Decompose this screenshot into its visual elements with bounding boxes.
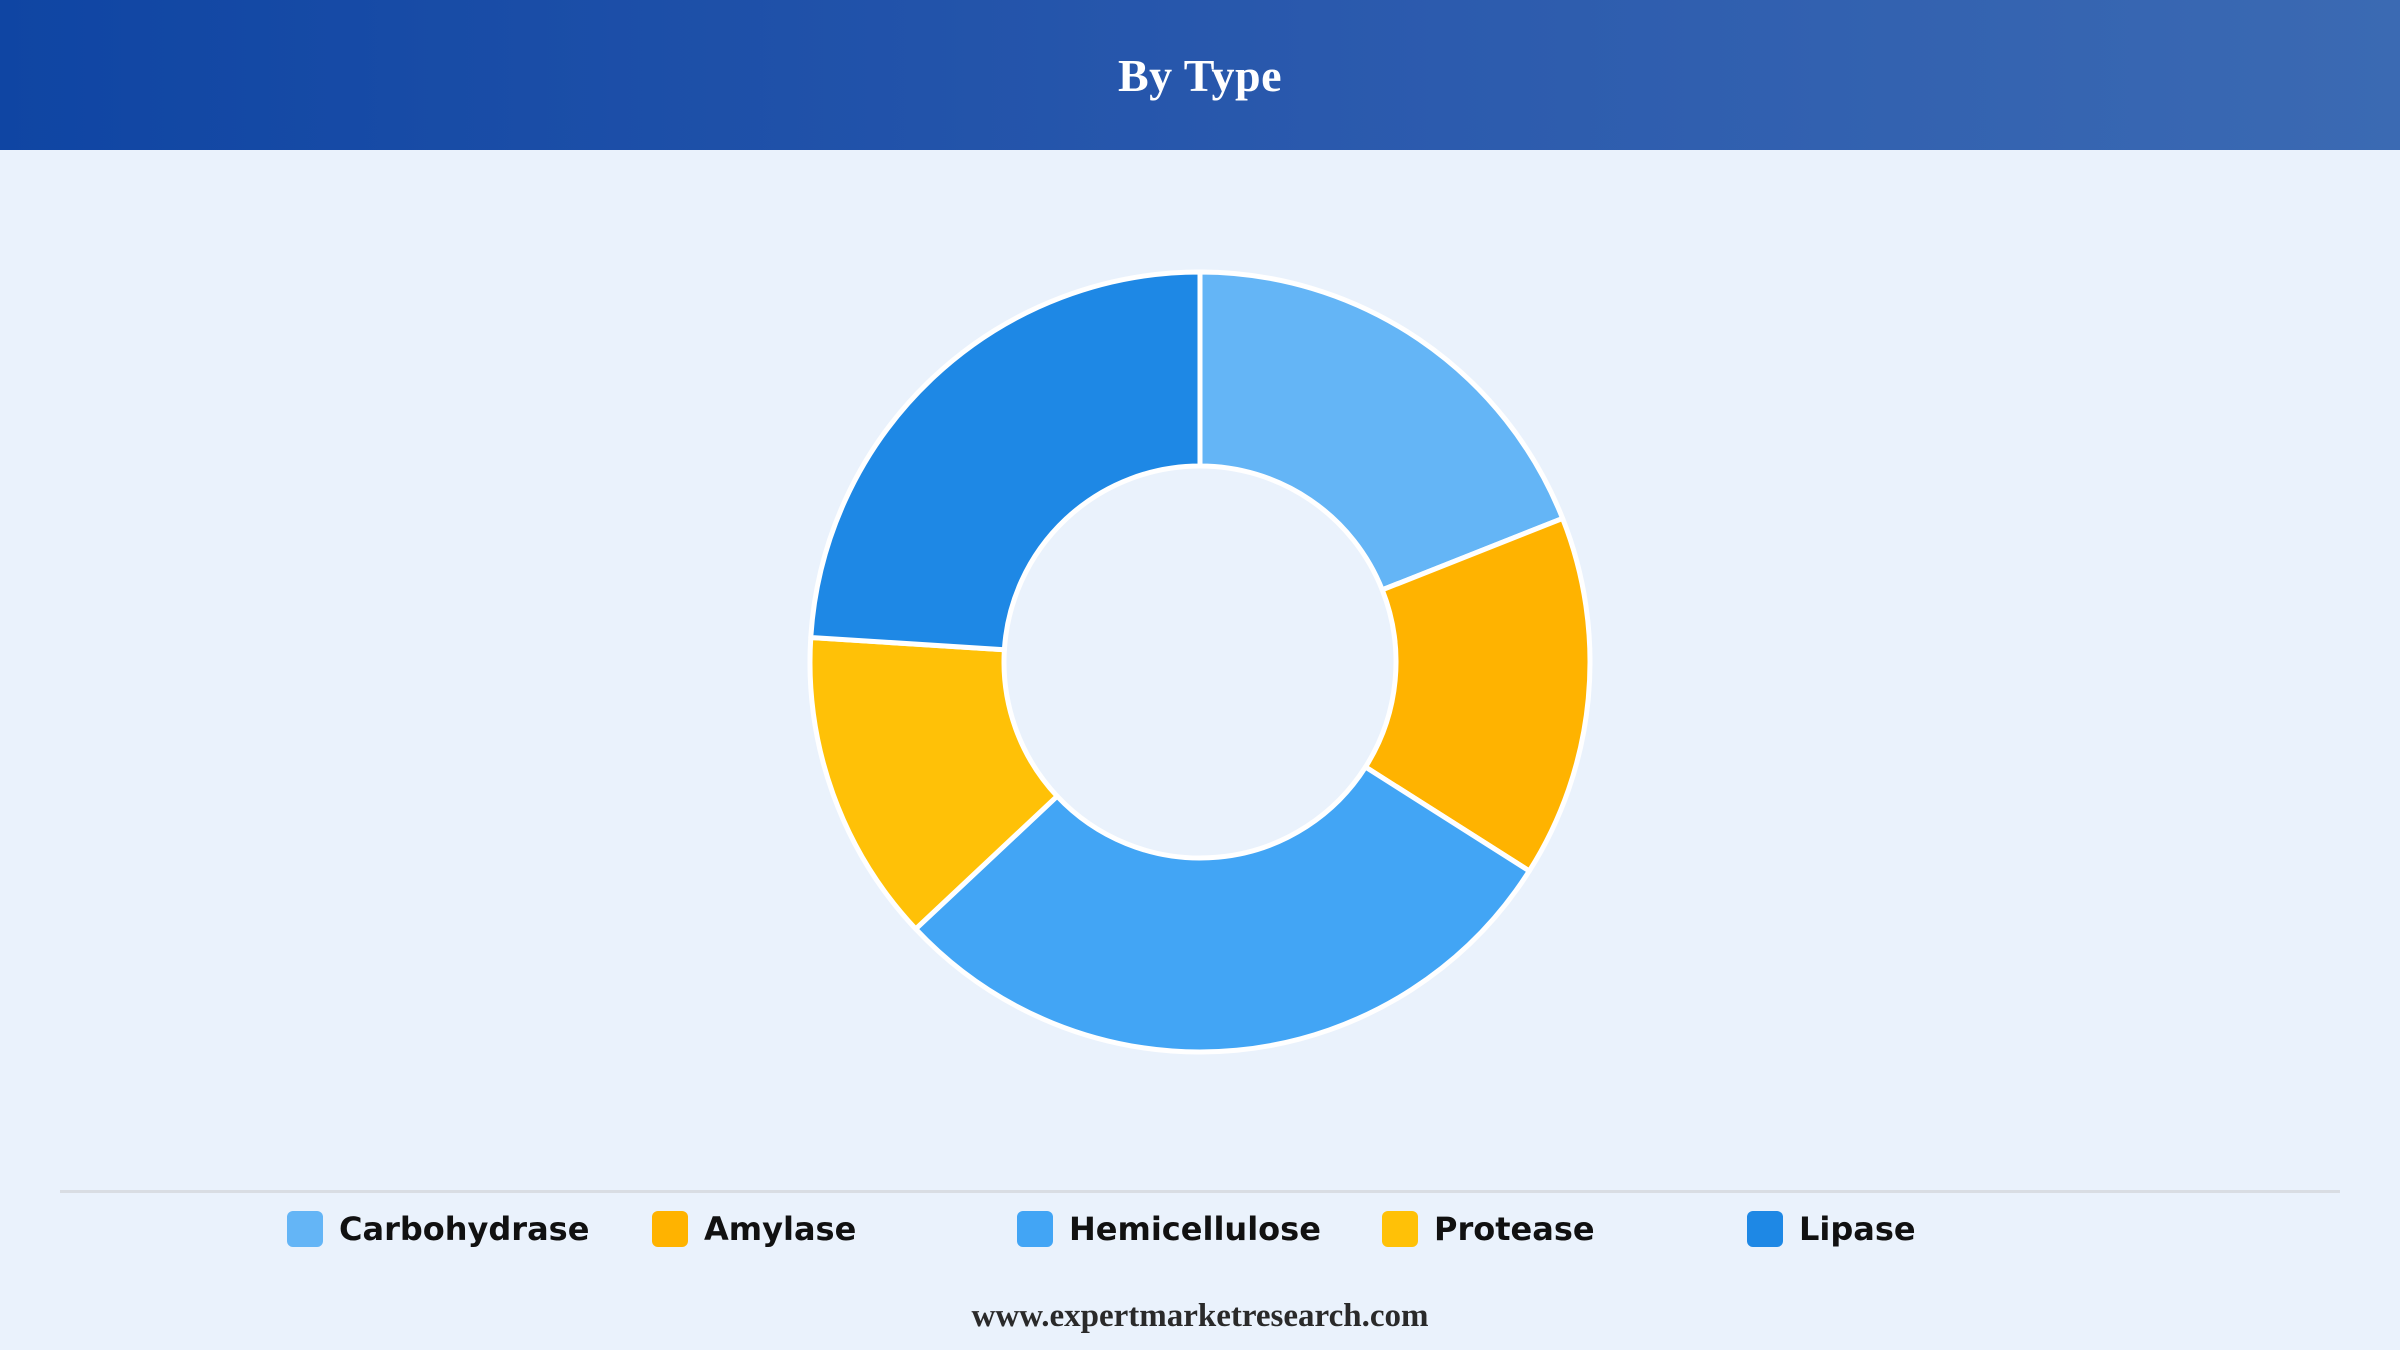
page-title: By Type xyxy=(1117,49,1283,101)
header-banner: By Type xyxy=(0,0,2400,150)
legend-swatch-carbohydrase xyxy=(287,1211,323,1247)
legend-label-carbohydrase: Carbohydrase xyxy=(339,1210,590,1248)
legend-swatch-amylase xyxy=(652,1211,688,1247)
legend-swatch-hemicellulose xyxy=(1017,1211,1053,1247)
legend-item-amylase: Amylase xyxy=(652,1204,856,1254)
legend-label-protease: Protease xyxy=(1434,1210,1595,1248)
legend-label-amylase: Amylase xyxy=(704,1210,857,1248)
donut-chart-area xyxy=(0,150,2400,1180)
chart-legend: Carbohydrase Amylase Hemicellulose Prote… xyxy=(0,1204,2400,1254)
legend-item-protease: Protease xyxy=(1382,1204,1595,1254)
legend-item-lipase: Lipase xyxy=(1747,1204,1916,1254)
donut-slice-amylase xyxy=(1362,515,1593,874)
donut-chart xyxy=(807,269,1593,1055)
legend-swatch-lipase xyxy=(1747,1211,1783,1247)
source-website: www.expertmarketresearch.com xyxy=(971,1298,1429,1334)
donut-slice-hemicellulose xyxy=(913,764,1532,1055)
donut-slice-carbohydrase xyxy=(1197,269,1566,593)
legend-label-lipase: Lipase xyxy=(1799,1210,1916,1248)
legend-label-hemicellulose: Hemicellulose xyxy=(1069,1210,1321,1248)
legend-item-hemicellulose: Hemicellulose xyxy=(1017,1204,1321,1254)
legend-item-carbohydrase: Carbohydrase xyxy=(287,1204,589,1254)
legend-swatch-protease xyxy=(1382,1211,1418,1247)
donut-slice-lipase xyxy=(808,269,1203,653)
donut-slice-protease xyxy=(807,635,1060,932)
legend-divider xyxy=(60,1190,2340,1193)
